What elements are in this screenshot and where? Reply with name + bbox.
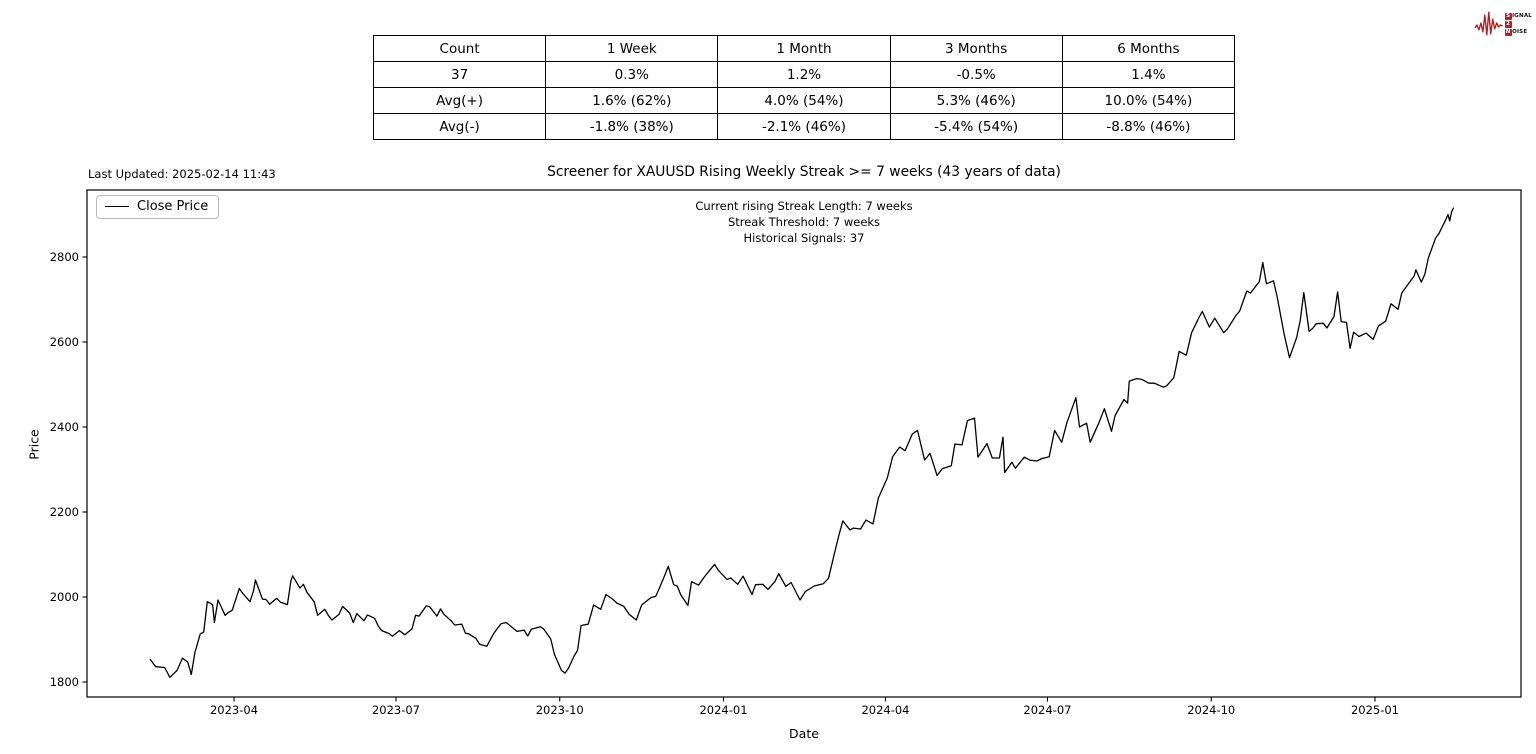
table-cell: 1.6% (62%): [545, 87, 719, 114]
table-cell: -1.8% (38%): [545, 113, 719, 140]
y-tick-label: 2400: [50, 420, 79, 434]
x-tick-label: 2024-04: [861, 703, 909, 717]
logo-badge-n: N: [1504, 28, 1512, 36]
table-cell: 37: [372, 61, 547, 88]
legend-label: Close Price: [137, 199, 209, 214]
signal2noise-logo: S IGNAL 2 N OISE: [1474, 5, 1532, 43]
table-cell: 5.3% (46%): [889, 87, 1063, 114]
y-tick-label: 2600: [50, 335, 79, 349]
chart-annotations: Current rising Streak Length: 7 weeks St…: [87, 198, 1521, 247]
table-cell: 10.0% (54%): [1061, 87, 1236, 114]
table-row: 37 0.3% 1.2% -0.5% 1.4%: [372, 61, 1236, 88]
x-tick-label: 2024-10: [1187, 703, 1235, 717]
chart-title: Screener for XAUUSD Rising Weekly Streak…: [547, 164, 1061, 180]
logo-word-oise: OISE: [1512, 29, 1528, 35]
table-cell: 3 Months: [889, 35, 1063, 62]
stats-table: Count 1 Week 1 Month 3 Months 6 Months 37 0.3%…: [372, 35, 1236, 140]
table-row: Avg(+) 1.6% (62%) 4.0% (54%) 5.3% (46%) 10.0…: [372, 87, 1236, 114]
legend-line-sample: [105, 206, 129, 207]
x-tick-label: 2023-10: [536, 703, 584, 717]
logo-badge-2: 2: [1504, 20, 1512, 28]
y-tick-label: 1800: [50, 675, 79, 689]
table-cell: Count: [372, 35, 547, 62]
close-price-line: [149, 207, 1454, 678]
logo-waveform-icon: [1474, 11, 1503, 36]
table-row: Avg(-) -1.8% (38%) -2.1% (46%) -5.4% (54%) -…: [372, 113, 1236, 140]
table-cell: 1.2%: [717, 61, 891, 88]
annotation-historical-signals: Historical Signals: 37: [743, 231, 865, 246]
x-axis-label: Date: [789, 726, 819, 741]
annotation-streak-length: Current rising Streak Length: 7 weeks: [695, 199, 913, 213]
logo-badge-s: S: [1504, 12, 1512, 20]
table-cell: Avg(+): [372, 87, 547, 114]
annotation-streak-threshold: Streak Threshold: 7 weeks: [727, 215, 881, 230]
table-cell: Avg(-): [372, 113, 547, 140]
table-cell: 6 Months: [1061, 35, 1236, 62]
x-tick-label: 2024-01: [699, 703, 747, 717]
x-tick-label: 2023-07: [372, 703, 420, 717]
x-tick-label: 2024-07: [1023, 703, 1071, 717]
x-tick-label: 2025-01: [1351, 703, 1399, 717]
last-updated-text: Last Updated: 2025-02-14 11:43: [88, 167, 276, 181]
table-cell: 1 Month: [717, 35, 891, 62]
table-cell: -8.8% (46%): [1061, 113, 1236, 140]
y-tick-label: 2000: [50, 590, 79, 604]
logo-word-ignal: IGNAL: [1512, 13, 1532, 19]
logo-text: S IGNAL 2 N OISE: [1504, 12, 1532, 36]
plot-border: [86, 189, 1522, 698]
table-cell: -0.5%: [889, 61, 1063, 88]
table-header-row: Count 1 Week 1 Month 3 Months 6 Months: [372, 35, 1236, 62]
table-cell: 4.0% (54%): [717, 87, 891, 114]
x-tick-label: 2023-04: [210, 703, 258, 717]
table-cell: -2.1% (46%): [717, 113, 891, 140]
y-tick-label: 2200: [50, 505, 79, 519]
y-tick-label: 2800: [50, 250, 79, 264]
table-cell: -5.4% (54%): [889, 113, 1063, 140]
table-cell: 0.3%: [545, 61, 719, 88]
table-cell: 1.4%: [1061, 61, 1236, 88]
legend: Close Price: [96, 195, 220, 219]
